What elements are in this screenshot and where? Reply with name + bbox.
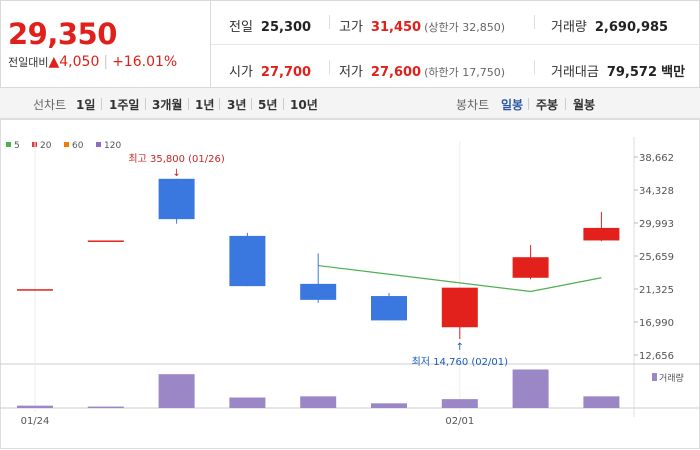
open-value: 27,700 xyxy=(260,65,312,80)
candlestick-chart: 5 20 60 120 38,662 34,328 29,993 25,659 21,325 16… xyxy=(0,119,700,449)
change-label: 전일대비 xyxy=(8,56,49,69)
ma-legend-swatch xyxy=(96,142,101,147)
divider xyxy=(219,98,220,110)
x-tick-label: 02/01 xyxy=(445,416,474,427)
up-arrow-icon: ▲ xyxy=(48,54,60,70)
weekly-candle-button[interactable]: 주봉 xyxy=(536,98,559,112)
volume-bar xyxy=(441,399,478,408)
trade-value-label: 거래대금 xyxy=(551,65,599,80)
divider xyxy=(101,98,102,110)
candle-body xyxy=(229,235,266,287)
ma-legend-label: 20 xyxy=(40,141,52,151)
ma-legend-swatch xyxy=(6,142,11,147)
lower-limit: (하한가 17,750) xyxy=(424,66,506,79)
y-tick-label: 38,662 xyxy=(639,153,674,164)
price-change: 전일대비▲4,050 | +16.01% xyxy=(8,54,177,70)
period-1d-button[interactable]: 1일 xyxy=(76,98,96,112)
volume-stat: 거래량 2,690,985 xyxy=(551,16,668,35)
divider xyxy=(534,15,535,29)
prev-close-value: 25,300 xyxy=(260,20,312,35)
candle-body xyxy=(441,287,478,328)
candle-chart-label: 봉차트 xyxy=(456,98,490,112)
ma-legend-swatch xyxy=(64,142,69,147)
divider xyxy=(534,60,535,74)
y-tick-label: 25,659 xyxy=(639,252,674,263)
candle-body xyxy=(371,296,407,321)
open-label: 시가 xyxy=(229,65,253,80)
open-stat: 시가 27,700 xyxy=(229,61,311,80)
high-value: 31,450 xyxy=(370,20,422,35)
y-tick-label: 12,656 xyxy=(639,351,674,362)
low-stat: 저가 27,600 (하한가 17,750) xyxy=(339,61,505,80)
divider xyxy=(145,98,146,110)
down-arrow-icon: ↓ xyxy=(172,168,180,179)
price-box: 29,350 전일대비▲4,050 | +16.01% xyxy=(1,1,211,87)
volume-value: 2,690,985 xyxy=(594,20,669,35)
low-value: 27,600 xyxy=(370,65,422,80)
volume-label: 거래량 xyxy=(551,20,587,35)
line-chart-label: 선차트 xyxy=(33,98,67,112)
ma-legend-label: 120 xyxy=(104,141,121,151)
y-tick-label: 29,993 xyxy=(639,219,674,230)
volume-bar xyxy=(229,397,266,408)
divider xyxy=(283,98,284,110)
y-tick-label: 21,325 xyxy=(639,285,674,296)
candle-body xyxy=(583,227,620,241)
volume-bar xyxy=(17,405,53,408)
high-label: 고가 xyxy=(339,20,363,35)
period-10y-button[interactable]: 10년 xyxy=(290,98,318,112)
monthly-candle-button[interactable]: 월봉 xyxy=(573,98,596,112)
volume-bar xyxy=(158,374,195,408)
trade-value-stat: 거래대금 79,572 백만 xyxy=(551,61,685,80)
divider xyxy=(528,98,529,110)
volume-bar xyxy=(512,369,549,408)
volume-legend-label: 거래량 xyxy=(659,372,684,384)
ma5-line xyxy=(318,264,602,293)
divider xyxy=(188,98,189,110)
period-5y-button[interactable]: 5년 xyxy=(258,98,278,112)
prev-close-label: 전일 xyxy=(229,20,253,35)
current-price: 29,350 xyxy=(8,17,117,51)
ma-legend-label: 60 xyxy=(72,141,84,151)
divider xyxy=(251,98,252,110)
candle-body xyxy=(300,283,337,300)
divider xyxy=(329,15,330,29)
trade-value-unit: 백만 xyxy=(661,65,686,80)
divider xyxy=(329,60,330,74)
divider xyxy=(565,98,566,110)
volume-bar xyxy=(583,396,620,408)
volume-legend-swatch xyxy=(652,373,657,381)
row-divider xyxy=(211,44,700,45)
candle-body xyxy=(87,240,124,242)
period-1y-button[interactable]: 1년 xyxy=(195,98,215,112)
x-tick-label: 01/24 xyxy=(21,416,50,427)
high-annotation: 최고 35,800 (01/26) xyxy=(128,153,224,165)
up-arrow-icon: ↑ xyxy=(456,342,464,353)
chart-toolbar: 선차트 1일 1주일 3개월 1년 3년 5년 10년 봉차트 일봉 주봉 월봉 xyxy=(0,88,700,119)
period-3y-button[interactable]: 3년 xyxy=(227,98,247,112)
period-3m-button[interactable]: 3개월 xyxy=(152,98,183,112)
volume-bar xyxy=(87,406,124,408)
prev-close-stat: 전일 25,300 xyxy=(229,16,311,35)
high-stat: 고가 31,450 (상한가 32,850) xyxy=(339,16,505,35)
trade-value: 79,572 xyxy=(606,65,658,80)
daily-candle-button[interactable]: 일봉 xyxy=(501,98,524,112)
change-percent: +16.01% xyxy=(112,54,178,70)
volume-bar xyxy=(371,403,407,408)
low-label: 저가 xyxy=(339,65,363,80)
y-tick-label: 16,990 xyxy=(639,318,674,329)
period-1w-button[interactable]: 1주일 xyxy=(109,98,140,112)
ma-legend-label: 5 xyxy=(14,141,20,151)
stock-summary-panel: 29,350 전일대비▲4,050 | +16.01% 전일 25,300 고가 31,… xyxy=(0,0,700,88)
change-divider: | xyxy=(103,54,109,70)
candle-body xyxy=(17,289,53,291)
low-annotation: 최저 14,760 (02/01) xyxy=(412,356,508,368)
volume-bar xyxy=(300,396,337,408)
candle-body xyxy=(158,178,195,220)
candle-body xyxy=(512,257,549,278)
y-tick-label: 34,328 xyxy=(639,186,674,197)
change-amount: 4,050 xyxy=(59,54,100,70)
upper-limit: (상한가 32,850) xyxy=(424,21,506,34)
